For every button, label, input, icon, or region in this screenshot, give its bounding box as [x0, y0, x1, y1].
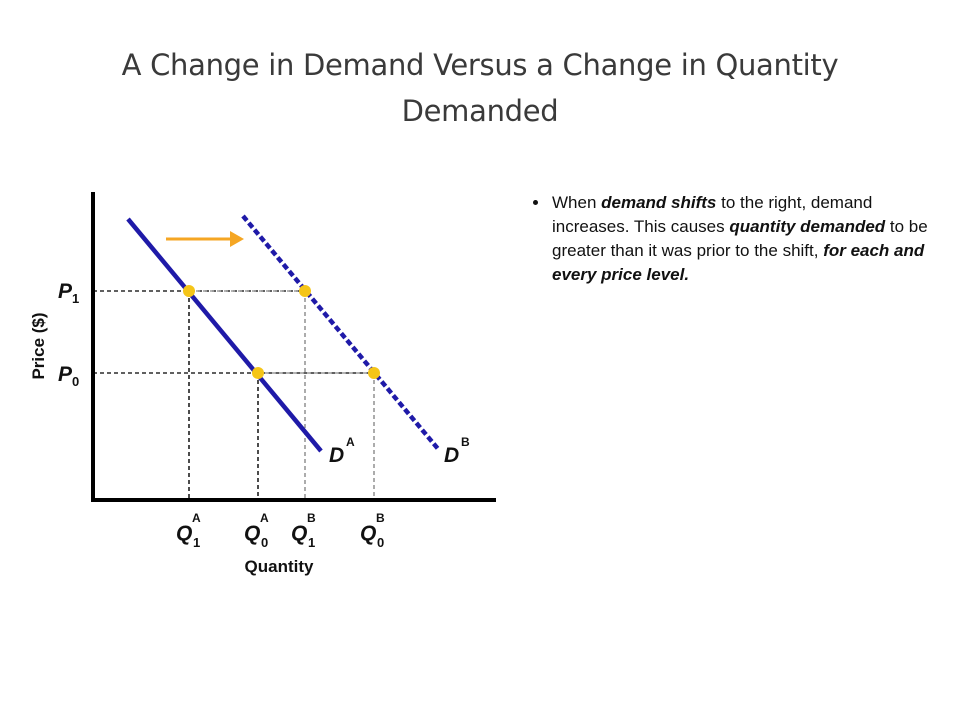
- svg-text:Q: Q: [360, 522, 376, 545]
- bullet-emphasis-quantity-demanded: quantity demanded: [729, 217, 886, 236]
- bullet-text-2: to the right, demand increases. This cau…: [552, 193, 873, 236]
- svg-text:D: D: [329, 444, 344, 467]
- svg-text:1: 1: [308, 535, 315, 550]
- point-p1-da: [183, 285, 195, 297]
- point-p0-da: [252, 367, 264, 379]
- svg-text:A: A: [346, 435, 355, 449]
- svg-text:0: 0: [261, 535, 268, 550]
- bullet-item: When demand shifts to the right, demand …: [550, 191, 932, 287]
- bullet-emphasis-demand-shifts: demand shifts: [601, 193, 717, 212]
- svg-text:0: 0: [377, 535, 384, 550]
- demand-shift-diagram: Price ($) P1 P0 Q A 1 Q A 0 Q B 1 Q B 0 …: [29, 192, 496, 576]
- quantity-label-q0a: Q A 0: [244, 511, 269, 550]
- svg-text:1: 1: [193, 535, 200, 550]
- curve-label-da: D A: [329, 435, 355, 467]
- bullet-emphasis-every-price-level: for each and every price level.: [552, 241, 925, 284]
- svg-text:Q: Q: [244, 522, 260, 545]
- y-axis-label: Price ($): [29, 312, 48, 379]
- shift-arrow-icon: [166, 231, 244, 247]
- quantity-label-q1a: Q A 1: [176, 511, 201, 550]
- svg-text:A: A: [192, 511, 201, 525]
- demand-curve-a: [126, 217, 323, 453]
- price-label-p0: P0: [58, 363, 79, 389]
- svg-text:B: B: [307, 511, 316, 525]
- bullet-text-3: to be greater than it was prior to the s…: [552, 217, 928, 260]
- svg-text:Q: Q: [176, 522, 192, 545]
- svg-text:B: B: [461, 435, 470, 449]
- svg-text:A: A: [260, 511, 269, 525]
- price-label-p1: P1: [58, 280, 79, 306]
- curve-label-db: D B: [444, 435, 470, 467]
- point-p0-db: [368, 367, 380, 379]
- bullet-list: When demand shifts to the right, demand …: [520, 191, 932, 287]
- x-axis-label: Quantity: [245, 557, 314, 576]
- point-p1-db: [299, 285, 311, 297]
- svg-text:B: B: [376, 511, 385, 525]
- quantity-label-q1b: Q B 1: [291, 511, 316, 550]
- demand-curve-b: [241, 214, 441, 452]
- bullet-text-1: When: [552, 193, 602, 212]
- svg-text:D: D: [444, 444, 459, 467]
- slide-title: A Change in Demand Versus a Change in Qu…: [121, 48, 839, 128]
- svg-text:Q: Q: [291, 522, 307, 545]
- bullet-list-container: When demand shifts to the right, demand …: [520, 191, 932, 287]
- quantity-label-q0b: Q B 0: [360, 511, 385, 550]
